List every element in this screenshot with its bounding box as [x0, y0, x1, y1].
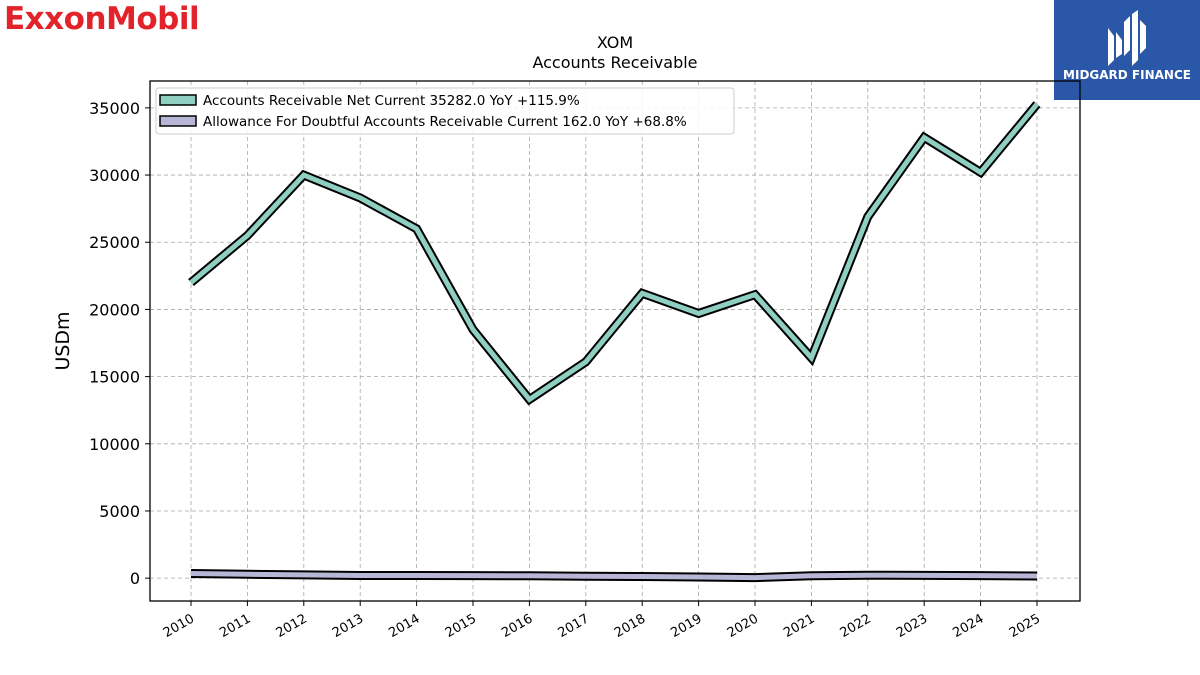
legend-label: Accounts Receivable Net Current 35282.0 …: [203, 93, 580, 109]
series-2: [190, 568, 1038, 583]
x-tick-label: 2013: [330, 611, 366, 641]
legend: Accounts Receivable Net Current 35282.0 …: [155, 87, 735, 135]
y-tick-label: 25000: [89, 233, 140, 252]
x-tick-label: 2015: [443, 611, 479, 641]
chart-title: XOM: [597, 33, 633, 52]
chart-subtitle: Accounts Receivable: [532, 53, 697, 72]
x-tick-label: 2016: [499, 611, 535, 641]
y-tick-label: 35000: [89, 99, 140, 118]
x-tick-label: 2012: [274, 611, 310, 641]
x-tick-label: 2017: [556, 611, 592, 641]
x-tick-label: 2025: [1007, 611, 1043, 641]
x-tick-label: 2023: [894, 611, 930, 641]
y-tick-label: 0: [130, 569, 140, 588]
exxonmobil-logo: ExxonMobil: [4, 0, 200, 38]
legend-label: Allowance For Doubtful Accounts Receivab…: [203, 114, 687, 130]
y-tick-label: 15000: [89, 368, 140, 387]
y-axis-label: USDm: [52, 311, 74, 370]
legend-swatch: [159, 115, 197, 127]
series-outline: [188, 101, 1041, 406]
y-tick-label: 5000: [99, 502, 140, 521]
y-tick-label: 20000: [89, 300, 140, 319]
x-tick-label: 2020: [725, 611, 761, 641]
badge-text: MIDGARD FINANCE: [1063, 68, 1191, 82]
x-tick-label: 2024: [950, 611, 986, 641]
y-tick-label: 10000: [89, 435, 140, 454]
grid-lines: [150, 81, 1080, 601]
x-tick-label: 2019: [668, 611, 704, 641]
x-tick-label: 2021: [781, 611, 817, 641]
logo-text: ExxonMobil: [4, 1, 200, 37]
x-tick-label: 2018: [612, 611, 648, 641]
plot-area-frame: [149, 80, 1081, 602]
series-layer: [188, 101, 1041, 583]
legend-box: [155, 87, 735, 135]
x-axis-ticks: 2010 2011 2012 2013 2014 2015 2016 2017 2018 2019…: [161, 601, 1043, 641]
legend-swatch: [159, 94, 197, 106]
series-line: [190, 570, 1038, 581]
midgard-logo-icon: [1108, 10, 1146, 66]
x-tick-label: 2010: [161, 611, 197, 641]
y-tick-label: 30000: [89, 166, 140, 185]
y-axis-ticks: 0 5000 10000 15000 20000 25000 30000 35000: [89, 99, 150, 588]
x-tick-label: 2011: [217, 611, 253, 641]
series-line: [189, 102, 1039, 403]
series-1: [188, 101, 1041, 406]
x-tick-label: 2014: [386, 611, 422, 641]
x-tick-label: 2022: [838, 611, 874, 641]
midgard-finance-badge: MIDGARD FINANCE: [1054, 0, 1200, 100]
